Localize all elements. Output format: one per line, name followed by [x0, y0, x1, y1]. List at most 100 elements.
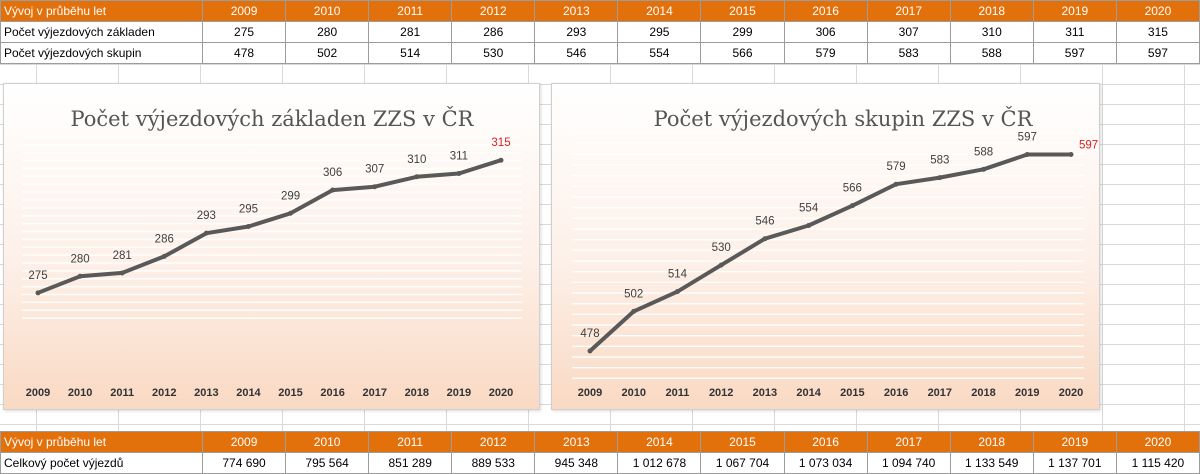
table-cell[interactable]: 280	[285, 21, 370, 43]
data-point[interactable]	[1068, 151, 1074, 157]
table-cell[interactable]: 774 690	[201, 452, 287, 474]
table-cell[interactable]: 1 137 701	[1032, 452, 1117, 474]
data-label: 310	[407, 154, 426, 166]
top-table-year-header[interactable]: 2013	[534, 0, 619, 22]
bottom-table-year-header[interactable]: 2011	[368, 431, 453, 453]
top-table-year-header[interactable]: 2016	[783, 0, 868, 22]
chart-crews[interactable]: Počet výjezdových skupin ZZS v ČR 478 502 5…	[551, 83, 1100, 410]
data-point[interactable]	[762, 236, 768, 242]
bottom-table-year-header[interactable]: 2020	[1115, 431, 1200, 453]
table-cell[interactable]: 554	[617, 42, 702, 64]
table-cell[interactable]: 1 012 678	[617, 452, 702, 474]
data-point[interactable]	[498, 157, 504, 163]
table-cell[interactable]: 546	[534, 42, 619, 64]
row-label[interactable]: Počet výjezdových skupin	[0, 42, 203, 64]
table-cell[interactable]: 588	[949, 42, 1034, 64]
table-cell[interactable]: 851 289	[368, 452, 453, 474]
data-point[interactable]	[893, 181, 899, 187]
top-table-header-label[interactable]: Vývoj v průběhu let	[0, 0, 203, 22]
top-table-year-header[interactable]: 2018	[949, 0, 1034, 22]
bottom-table-year-header[interactable]: 2017	[866, 431, 951, 453]
table-cell[interactable]: 293	[534, 21, 619, 43]
chart-stations[interactable]: Počet výjezdových základen ZZS v ČR 275 28…	[3, 83, 540, 410]
data-point[interactable]	[288, 210, 294, 216]
data-point[interactable]	[456, 170, 462, 176]
table-cell[interactable]: 583	[866, 42, 951, 64]
bottom-table-year-header[interactable]: 2016	[783, 431, 868, 453]
bottom-table-year-header[interactable]: 2009	[201, 431, 287, 453]
table-cell[interactable]: 286	[451, 21, 536, 43]
table-cell[interactable]: 478	[201, 42, 287, 64]
data-label: 281	[113, 250, 132, 262]
row-label[interactable]: Celkový počet výjezdů	[0, 452, 203, 474]
bottom-table-year-header[interactable]: 2019	[1032, 431, 1117, 453]
top-table-year-header[interactable]: 2020	[1115, 0, 1200, 22]
data-point[interactable]	[203, 230, 209, 236]
table-cell[interactable]: 1 067 704	[700, 452, 785, 474]
table-cell[interactable]: 310	[949, 21, 1034, 43]
table-cell[interactable]: 306	[783, 21, 868, 43]
data-point[interactable]	[806, 222, 812, 228]
x-tick-label: 2011	[110, 387, 134, 399]
data-point[interactable]	[937, 175, 943, 181]
table-cell[interactable]: 1 115 420	[1115, 452, 1200, 474]
table-cell[interactable]: 315	[1115, 21, 1200, 43]
table-cell[interactable]: 307	[866, 21, 951, 43]
table-cell[interactable]: 889 533	[451, 452, 536, 474]
table-cell[interactable]: 502	[285, 42, 370, 64]
table-cell[interactable]: 275	[201, 21, 287, 43]
data-point[interactable]	[849, 203, 855, 209]
data-line[interactable]	[36, 158, 503, 295]
data-point[interactable]	[161, 253, 167, 259]
data-point[interactable]	[372, 184, 378, 190]
top-table-year-header[interactable]: 2011	[368, 0, 453, 22]
bottom-table-header-label[interactable]: Vývoj v průběhu let	[0, 431, 203, 453]
bottom-table-year-header[interactable]: 2014	[617, 431, 702, 453]
table-cell[interactable]: 597	[1115, 42, 1200, 64]
bottom-table-year-header[interactable]: 2015	[700, 431, 785, 453]
data-line[interactable]	[588, 152, 1073, 353]
table-cell[interactable]: 299	[700, 21, 785, 43]
bottom-table-year-header[interactable]: 2018	[949, 431, 1034, 453]
data-point[interactable]	[119, 270, 125, 276]
top-table-year-header[interactable]: 2015	[700, 0, 785, 22]
table-cell[interactable]: 597	[1032, 42, 1117, 64]
top-table-year-header[interactable]: 2012	[451, 0, 536, 22]
data-point[interactable]	[77, 273, 83, 279]
table-cell[interactable]: 281	[368, 21, 453, 43]
data-label: 583	[930, 155, 949, 167]
table-cell[interactable]: 1 073 034	[783, 452, 868, 474]
table-cell[interactable]: 530	[451, 42, 536, 64]
x-tick-label: 2014	[236, 387, 261, 399]
data-point[interactable]	[1024, 151, 1030, 157]
table-cell[interactable]: 514	[368, 42, 453, 64]
data-point[interactable]	[631, 308, 637, 314]
top-table-year-header[interactable]: 2014	[617, 0, 702, 22]
data-point[interactable]	[718, 262, 724, 268]
data-point[interactable]	[414, 174, 420, 180]
data-point[interactable]	[981, 166, 987, 172]
data-point[interactable]	[330, 187, 336, 193]
table-cell[interactable]: 311	[1032, 21, 1117, 43]
row-label[interactable]: Počet výjezdových základen	[0, 21, 203, 43]
top-table-year-header[interactable]: 2010	[285, 0, 370, 22]
table-cell[interactable]: 945 348	[534, 452, 619, 474]
bottom-table-year-header[interactable]: 2013	[534, 431, 619, 453]
table-cell[interactable]: 295	[617, 21, 702, 43]
bottom-table-year-header[interactable]: 2012	[451, 431, 536, 453]
table-cell[interactable]: 1 094 740	[866, 452, 951, 474]
table-cell[interactable]: 1 133 549	[949, 452, 1034, 474]
table-cell[interactable]: 795 564	[285, 452, 370, 474]
data-point[interactable]	[245, 224, 251, 230]
top-table-year-header[interactable]: 2017	[866, 0, 951, 22]
bottom-table-year-header[interactable]: 2010	[285, 431, 370, 453]
x-tick-label: 2014	[796, 387, 821, 399]
table-cell[interactable]: 579	[783, 42, 868, 64]
data-point[interactable]	[587, 348, 593, 354]
data-point[interactable]	[674, 289, 680, 295]
top-table-year-header[interactable]: 2009	[201, 0, 287, 22]
data-label: 530	[712, 242, 731, 254]
table-cell[interactable]: 566	[700, 42, 785, 64]
top-table-year-header[interactable]: 2019	[1032, 0, 1117, 22]
data-point[interactable]	[35, 290, 41, 296]
